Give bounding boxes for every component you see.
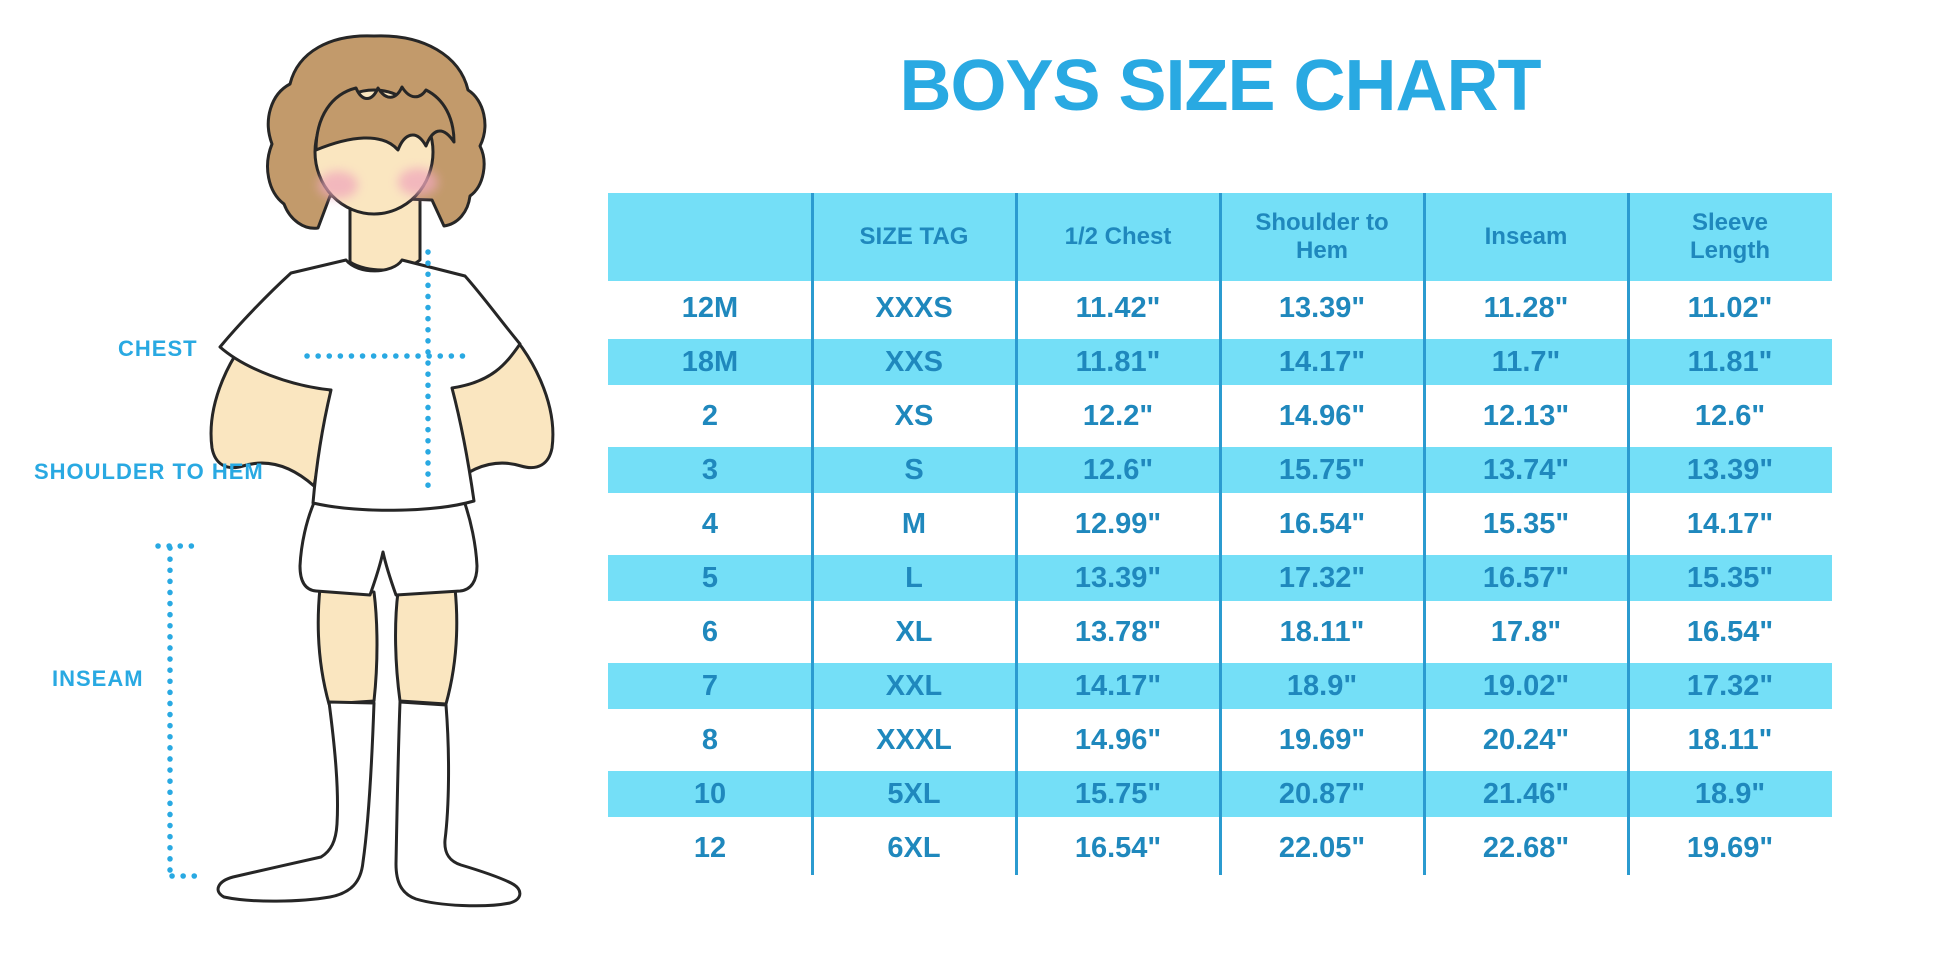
right-thigh	[394, 586, 459, 706]
size-cell: 6XL	[887, 831, 941, 864]
size-cell: 13.74"	[1482, 453, 1570, 486]
size-cell: 11.7"	[1491, 345, 1561, 378]
hair-bangs	[314, 85, 456, 152]
size-cell: XS	[894, 399, 934, 432]
size-cell: 18.9"	[1286, 669, 1358, 702]
column-separator	[810, 193, 814, 875]
size-cell: 16.54"	[1278, 507, 1366, 540]
size-cell: XL	[895, 615, 933, 648]
size-cell: 12	[693, 831, 727, 864]
size-cell: XXL	[885, 669, 943, 702]
size-cell: 14.17"	[1074, 669, 1162, 702]
size-cell: 15.75"	[1278, 453, 1366, 486]
column-separator	[1626, 193, 1630, 875]
size-cell: 17.32"	[1278, 561, 1366, 594]
size-cell: 14.17"	[1686, 507, 1774, 540]
left-cheek	[318, 171, 358, 199]
size-cell: 19.69"	[1278, 723, 1366, 756]
size-cell: 15.75"	[1074, 777, 1162, 810]
column-separator	[1422, 193, 1426, 875]
column-header	[608, 193, 812, 281]
size-cell: 10	[693, 777, 727, 810]
column-header: Inseam	[1484, 222, 1568, 250]
table-row: 12 6XL 16.54" 22.05" 22.68" 19.69"	[608, 821, 1832, 875]
size-cell: 22.68"	[1482, 831, 1570, 864]
left-sock	[216, 700, 376, 903]
table-row: 8 XXXL 14.96" 19.69" 20.24" 18.11"	[608, 713, 1832, 767]
size-cell: 18.11"	[1279, 615, 1365, 648]
size-cell: 17.8"	[1490, 615, 1562, 648]
table-row: 4 M 12.99" 16.54" 15.35" 14.17"	[608, 497, 1832, 551]
size-cell: 2	[701, 399, 719, 432]
column-header: Shoulder to Hem	[1255, 208, 1389, 264]
column-header: SIZE TAG	[859, 222, 969, 250]
size-cell: 12.2"	[1082, 399, 1154, 432]
size-cell: 19.02"	[1482, 669, 1570, 702]
size-cell: 17.32"	[1686, 669, 1774, 702]
size-cell: 4	[701, 507, 719, 540]
size-cell: 14.96"	[1074, 723, 1162, 756]
size-cell: 15.35"	[1482, 507, 1570, 540]
right-sock	[394, 700, 522, 908]
size-cell: 21.46"	[1482, 777, 1570, 810]
size-cell: 5	[701, 561, 719, 594]
size-cell: 12.13"	[1482, 399, 1570, 432]
size-table: SIZE TAG 1/2 Chest Shoulder to Hem Inseam Sl…	[608, 193, 1832, 875]
size-cell: 7	[701, 669, 719, 702]
column-separator	[1014, 193, 1018, 875]
inseam-label: INSEAM	[52, 666, 144, 691]
table-row: 6 XL 13.78" 18.11" 17.8" 16.54"	[608, 605, 1832, 659]
size-cell: 22.05"	[1278, 831, 1366, 864]
right-cheek	[398, 168, 438, 196]
shoulder-to-hem-label: SHOULDER TO HEM	[34, 459, 264, 484]
size-cell: 11.81"	[1687, 345, 1773, 378]
size-cell: 3	[701, 453, 719, 486]
size-cell: 12M	[681, 291, 739, 324]
size-cell: 11.28"	[1483, 291, 1569, 324]
size-cell: 16.57"	[1482, 561, 1570, 594]
size-cell: 16.54"	[1686, 615, 1774, 648]
column-header: Sleeve Length	[1690, 208, 1770, 264]
size-cell: 14.17"	[1278, 345, 1366, 378]
table-row: 2 XS 12.2" 14.96" 12.13" 12.6"	[608, 389, 1832, 443]
size-cell: 6	[701, 615, 719, 648]
size-cell: XXXS	[875, 291, 953, 324]
size-cell: 12.99"	[1074, 507, 1162, 540]
size-cell: S	[904, 453, 924, 486]
size-cell: 12.6"	[1694, 399, 1766, 432]
size-cell: 18.9"	[1694, 777, 1766, 810]
size-cell: 13.39"	[1686, 453, 1774, 486]
size-cell: 13.39"	[1278, 291, 1366, 324]
size-cell: 13.39"	[1074, 561, 1162, 594]
size-cell: XXS	[884, 345, 944, 378]
column-separator	[1218, 193, 1222, 875]
boy-illustration	[155, 34, 555, 908]
size-cell: 19.69"	[1686, 831, 1774, 864]
size-cell: XXXL	[876, 723, 952, 756]
size-cell: 15.35"	[1686, 561, 1774, 594]
size-cell: 18.11"	[1687, 723, 1773, 756]
size-cell: 12.6"	[1082, 453, 1154, 486]
size-cell: L	[905, 561, 923, 594]
size-cell: 11.02"	[1687, 291, 1773, 324]
size-cell: 20.24"	[1482, 723, 1570, 756]
t-shirt	[218, 258, 522, 512]
size-cell: 5XL	[887, 777, 941, 810]
size-cell: 8	[701, 723, 719, 756]
size-cell: M	[901, 507, 927, 540]
chest-label: CHEST	[118, 336, 198, 361]
size-cell: 18M	[681, 345, 739, 378]
size-cell: 16.54"	[1074, 831, 1162, 864]
column-header: 1/2 Chest	[1064, 222, 1172, 250]
table-row: 12M XXXS 11.42" 13.39" 11.28" 11.02"	[608, 281, 1832, 335]
page-title: BOYS SIZE CHART	[899, 46, 1541, 126]
size-cell: 11.81"	[1075, 345, 1161, 378]
size-cell: 14.96"	[1278, 399, 1366, 432]
size-cell: 11.42"	[1075, 291, 1161, 324]
shorts	[298, 496, 479, 597]
left-thigh	[316, 586, 379, 706]
size-cell: 20.87"	[1278, 777, 1366, 810]
size-cell: 13.78"	[1074, 615, 1162, 648]
